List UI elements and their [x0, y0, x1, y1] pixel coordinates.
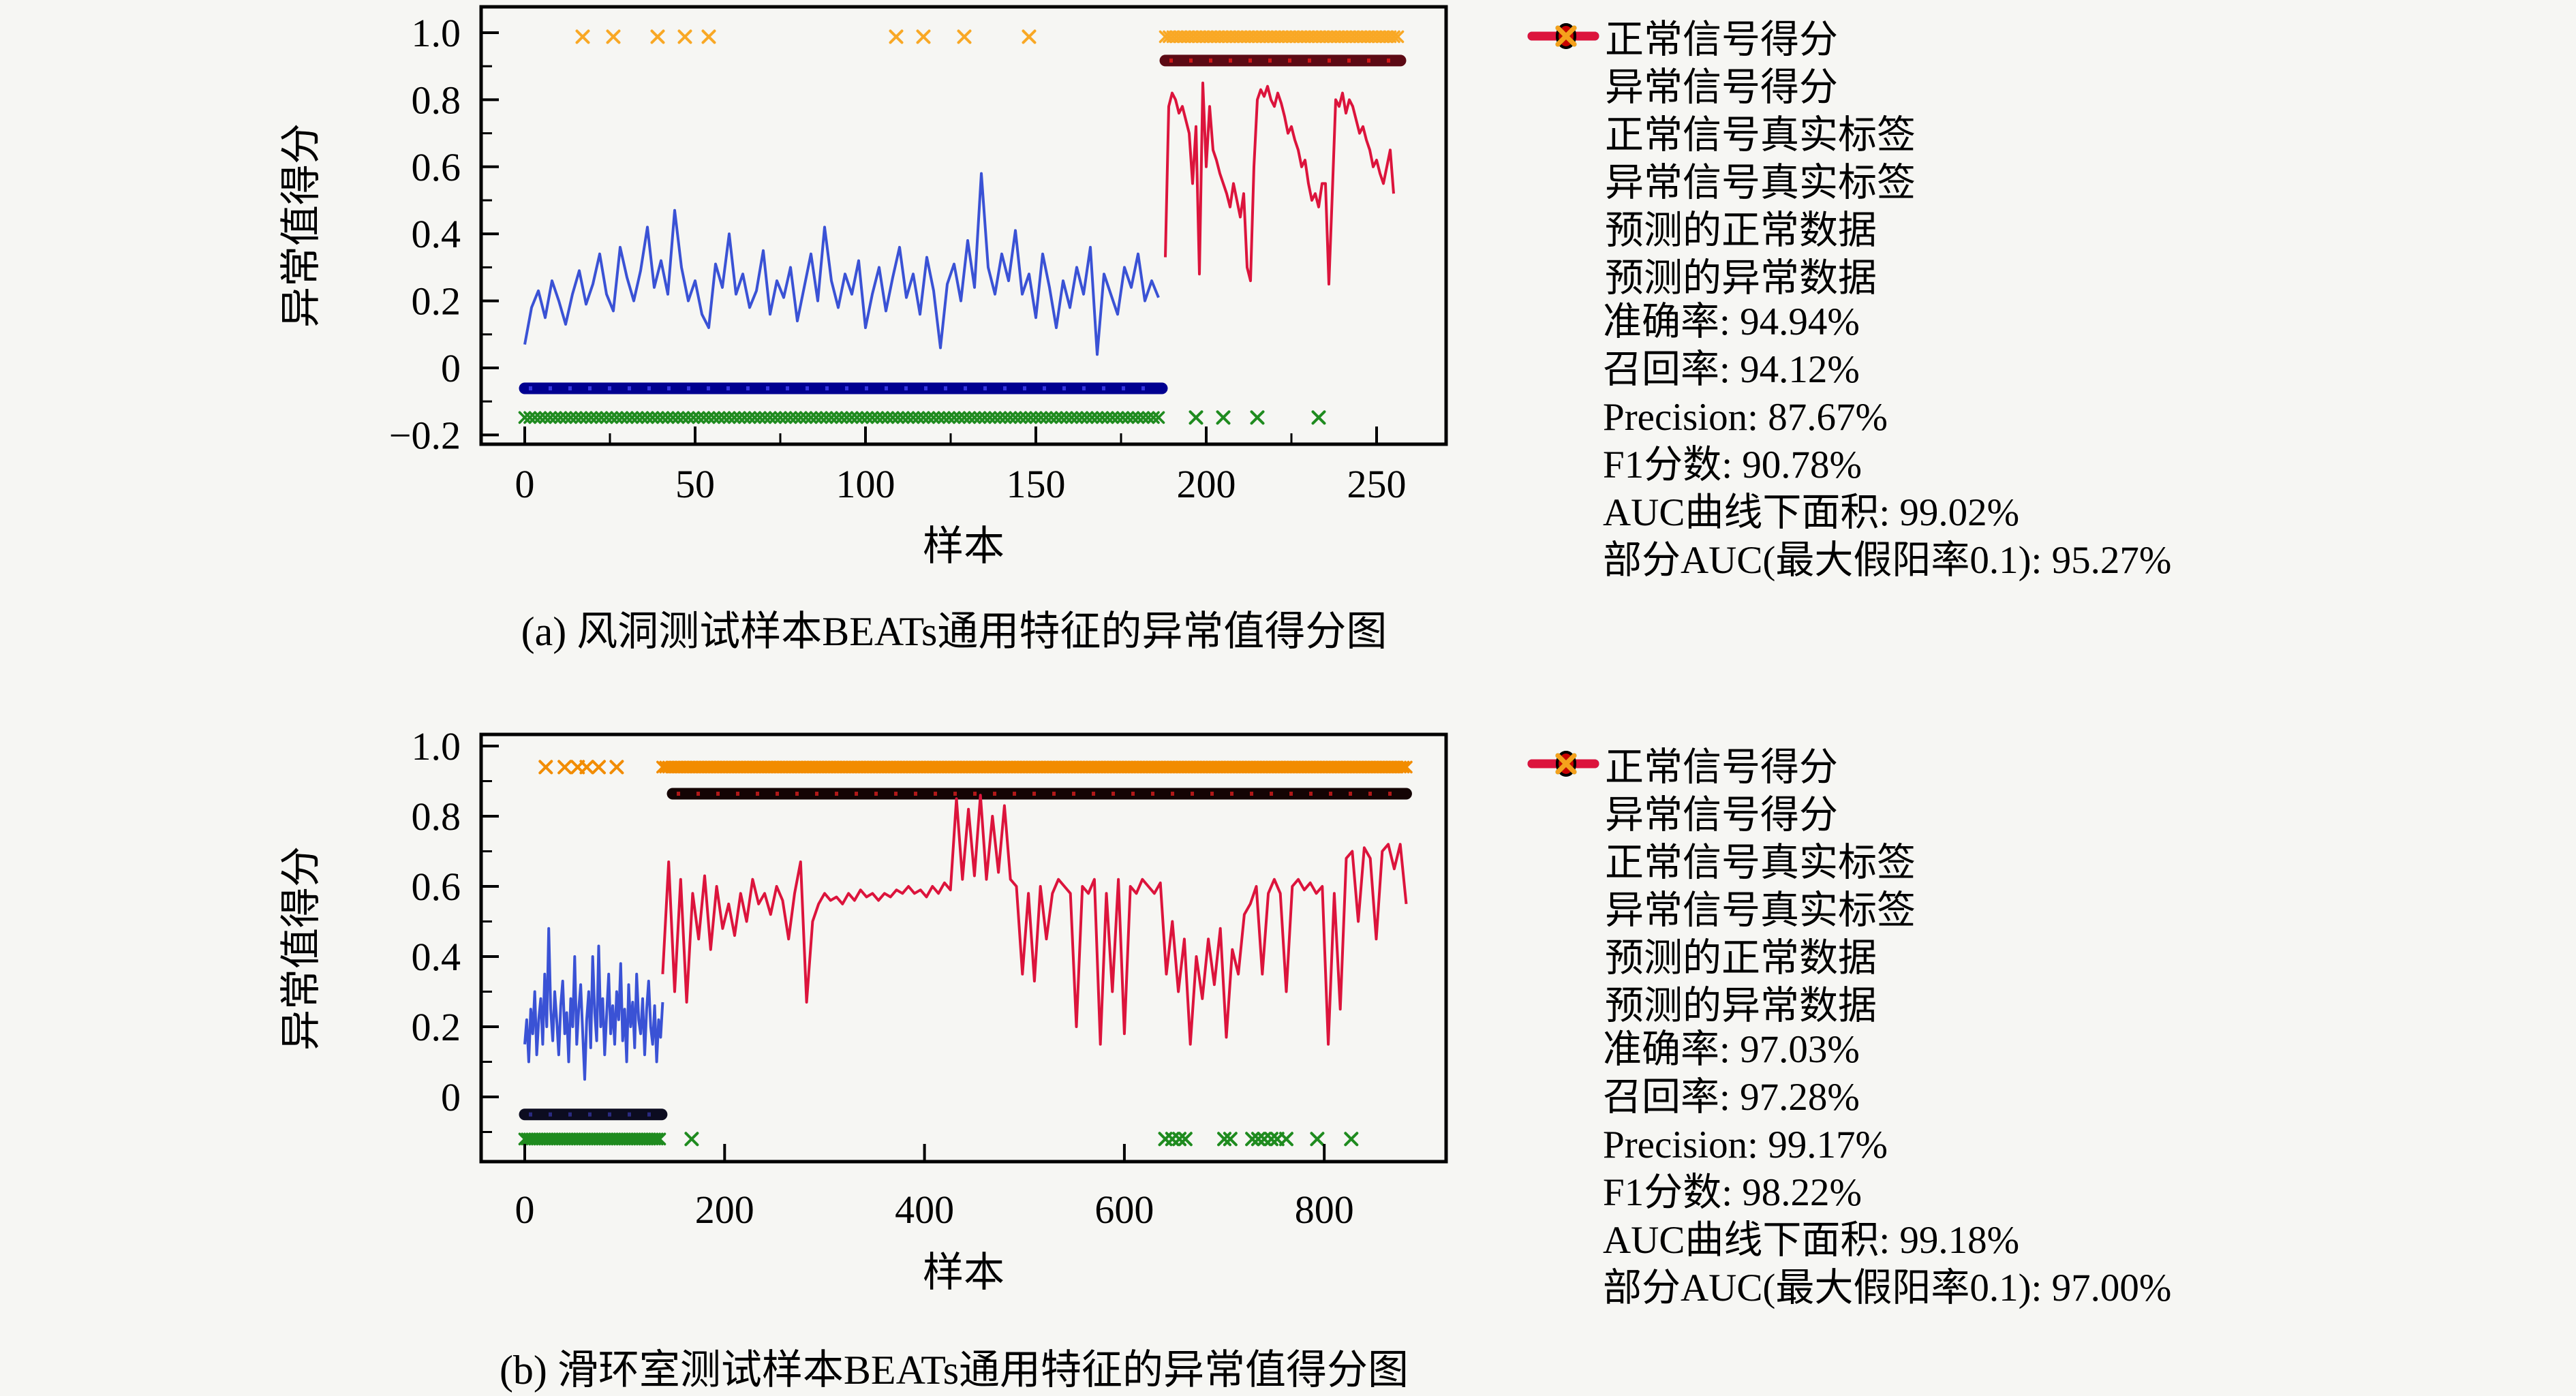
legend-label: 正常信号得分	[1605, 18, 1838, 61]
axes-box	[479, 732, 1448, 1164]
metric-line: 召回率: 94.12%	[1603, 348, 1860, 391]
y-axis: 1.0 0.8 0.6 0.4 0.2 0	[412, 724, 499, 1133]
metric-line: F1分数: 98.22%	[1603, 1171, 1862, 1214]
legend-label: 正常信号得分	[1605, 746, 1838, 789]
y-axis: 1.0 0.8 0.6 0.4 0.2 0 −0.2	[389, 11, 499, 457]
svg-text:1.0: 1.0	[412, 11, 461, 55]
metric-line: F1分数: 90.78%	[1603, 444, 1862, 486]
legend-label: 正常信号真实标签	[1605, 114, 1916, 157]
marker-rows	[518, 760, 1413, 1147]
dot-marker-icon	[1527, 751, 1605, 931]
x-axis: 0 50 100 150 200 250	[515, 426, 1407, 506]
legend-item: 预测的正常数据	[1527, 753, 2535, 980]
legend-label: 异常信号真实标签	[1605, 889, 1916, 932]
legend-b: 正常信号得分 异常信号得分 正常信号真实标签 异常信号真实标签 预测的正常数据 预测的异常…	[1527, 740, 2535, 1312]
legend-label: 异常信号得分	[1605, 66, 1838, 109]
dot-marker-icon	[1527, 23, 1605, 155]
y-axis-label: 异常值得分	[279, 846, 324, 1051]
caption-b: (b) 滑环室测试样本BEATs通用特征的异常值得分图	[499, 1348, 1409, 1393]
legend-label: 异常信号真实标签	[1605, 161, 1916, 204]
x-axis: 0 200 400 600 800	[515, 1144, 1354, 1232]
x-axis-label: 样本	[923, 1250, 1005, 1295]
metric-line: 准确率: 97.03%	[1603, 1028, 1860, 1071]
metric-line: AUC曲线下面积: 99.18%	[1603, 1219, 2020, 1262]
legend-item: 正常信号得分	[1527, 12, 2535, 61]
legend-label: 预测的正常数据	[1605, 209, 1877, 252]
svg-text:100: 100	[836, 462, 895, 506]
metric-line: 准确率: 94.94%	[1603, 300, 1860, 343]
svg-text:0: 0	[515, 1188, 535, 1232]
axes-box	[479, 5, 1448, 446]
svg-text:0: 0	[441, 1075, 461, 1119]
chart-a: 0 50 100 150 200 250 1.0 0.8 0.6 0.4 0.2 0 −0.2 样本 异常值…	[279, 5, 1448, 569]
svg-text:0.2: 0.2	[412, 1005, 461, 1049]
legend-item: 预测的正常数据	[1527, 25, 2535, 252]
metric-line: 召回率: 97.28%	[1603, 1076, 1860, 1119]
x-marker-icon	[1527, 25, 1605, 298]
legend-item: 正常信号真实标签	[1527, 23, 2535, 157]
metric-line: AUC曲线下面积: 99.02%	[1603, 491, 2020, 534]
svg-text:50: 50	[675, 462, 715, 506]
legend-item: 异常信号得分	[1527, 759, 2535, 837]
svg-text:0.4: 0.4	[412, 935, 461, 979]
metric-line: 部分AUC(最大假阳率0.1): 97.00%	[1603, 1267, 2172, 1309]
svg-text:0.8: 0.8	[412, 794, 461, 839]
legend-item: 预测的异常数据	[1527, 753, 2535, 1027]
dot-marker-icon	[1527, 23, 1605, 203]
svg-text:0.6: 0.6	[412, 865, 461, 909]
svg-text:200: 200	[695, 1188, 754, 1232]
metric-line: Precision: 87.67%	[1603, 396, 1888, 439]
svg-text:0.6: 0.6	[412, 145, 461, 189]
svg-text:0.2: 0.2	[412, 279, 461, 324]
x-marker-icon	[1527, 25, 1605, 251]
legend-label: 异常信号得分	[1605, 794, 1838, 837]
svg-text:−0.2: −0.2	[389, 413, 461, 457]
legend-item: 异常信号真实标签	[1527, 751, 2535, 932]
svg-text:600: 600	[1094, 1188, 1154, 1232]
chart-b: 0 200 400 600 800 1.0 0.8 0.6 0.4 0.2 0 样本 异常值得分	[279, 724, 1448, 1295]
legend-item: 异常信号得分	[1527, 31, 2535, 109]
x-axis-label: 样本	[923, 524, 1005, 569]
svg-text:250: 250	[1347, 462, 1407, 506]
svg-text:200: 200	[1177, 462, 1236, 506]
metric-line: 部分AUC(最大假阳率0.1): 95.27%	[1603, 539, 2172, 582]
legend-item: 正常信号真实标签	[1527, 751, 2535, 884]
legend-item: 异常信号真实标签	[1527, 23, 2535, 204]
series-line	[1164, 81, 1395, 285]
metric-line: Precision: 99.17%	[1603, 1123, 1888, 1166]
line-marker-icon	[1527, 759, 1605, 835]
legend-item: 正常信号得分	[1527, 740, 2535, 789]
legend-label: 预测的正常数据	[1605, 937, 1877, 980]
svg-text:0.8: 0.8	[412, 78, 461, 122]
svg-text:800: 800	[1295, 1188, 1354, 1232]
svg-text:0.4: 0.4	[412, 212, 461, 256]
svg-text:1.0: 1.0	[412, 724, 461, 769]
line-marker-icon	[1527, 31, 1605, 108]
svg-text:0: 0	[441, 346, 461, 390]
x-marker-icon	[1527, 753, 1605, 1026]
series-line	[523, 172, 1160, 356]
legend-item: 预测的异常数据	[1527, 25, 2535, 300]
svg-text:0: 0	[515, 462, 535, 506]
marker-rows	[518, 29, 1407, 425]
caption-a: (a) 风洞测试样本BEATs通用特征的异常值得分图	[521, 609, 1387, 654]
legend-a: 正常信号得分 异常信号得分正常信号真实标签 异常信号真实标签 预测的正常数据 预测的异常…	[1527, 12, 2535, 585]
legend-label: 正常信号真实标签	[1605, 841, 1916, 884]
x-marker-icon	[1527, 753, 1605, 978]
legend-label: 预测的异常数据	[1605, 984, 1877, 1027]
svg-text:150: 150	[1007, 462, 1066, 506]
dot-marker-icon	[1527, 751, 1605, 883]
y-axis-label: 异常值得分	[279, 123, 324, 328]
series-line	[661, 794, 1408, 1046]
series-line	[523, 927, 664, 1081]
legend-label: 预测的异常数据	[1605, 257, 1877, 300]
svg-text:400: 400	[895, 1188, 954, 1232]
